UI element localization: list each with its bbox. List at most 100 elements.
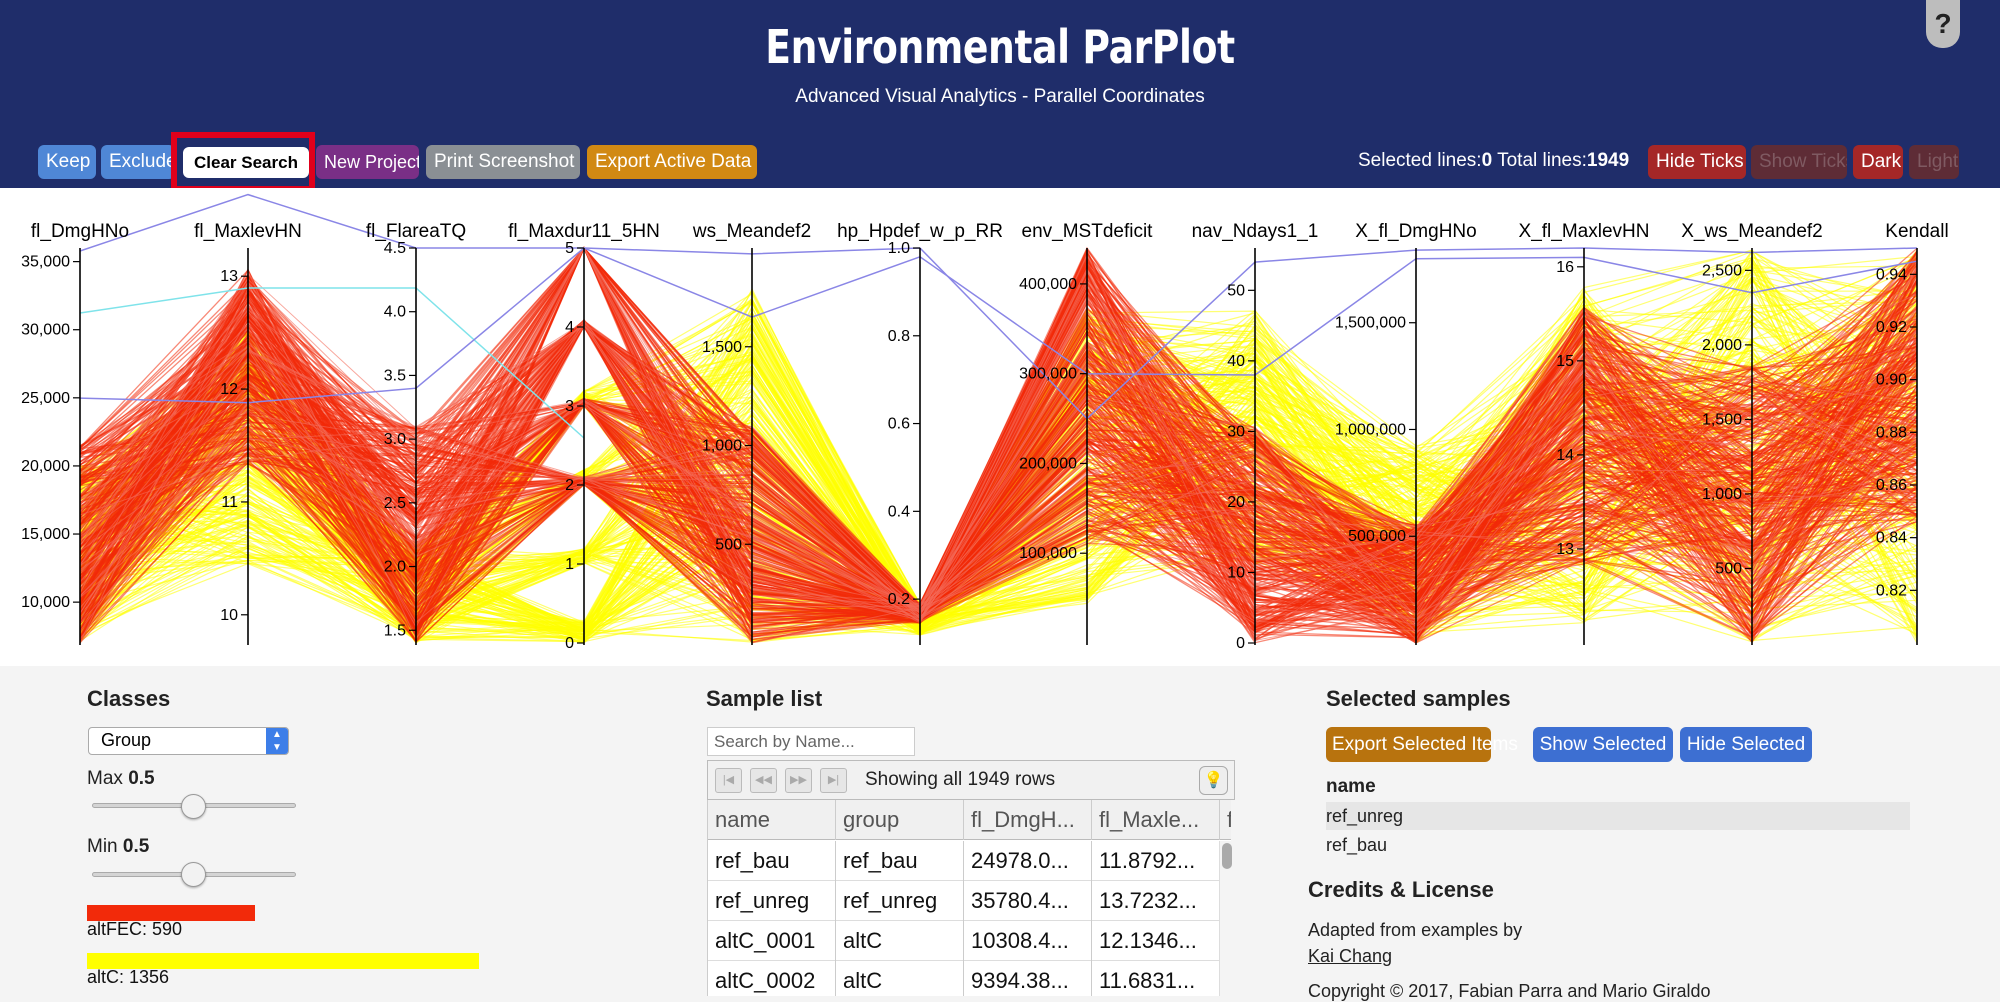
table-row[interactable]: ref_unreg ref_unreg 35780.4... 13.7232..… xyxy=(708,881,1231,921)
col-header-group[interactable]: group xyxy=(836,800,964,840)
axis-X_ws_Meandef2[interactable]: X_ws_Meandef2 500 1,000 1,500 2,000 2,500 xyxy=(1681,221,1823,645)
axis-fl_FlareaTQ[interactable]: fl_FlareaTQ 1.5 2.0 2.5 3.0 3.5 4.0 4.5 xyxy=(366,221,466,645)
cell-fl-dmghno: 10308.4... xyxy=(964,921,1092,961)
axis-label[interactable]: X_ws_Meandef2 xyxy=(1681,221,1823,242)
axis-label[interactable]: fl_MaxlevHN xyxy=(194,221,302,242)
first-page-icon[interactable]: |◀ xyxy=(715,768,742,793)
tick-label: 1,000,000 xyxy=(1335,421,1406,438)
axis-label[interactable]: fl_FlareaTQ xyxy=(366,221,466,242)
prev-page-icon[interactable]: ◀◀ xyxy=(750,768,777,793)
sample-search-input[interactable] xyxy=(707,727,915,756)
app-title: Environmental ParPlot xyxy=(765,20,1235,74)
show-ticks-button[interactable]: Show Ticks xyxy=(1751,145,1847,179)
tick-label: 1,500 xyxy=(1702,411,1742,428)
next-page-icon[interactable]: ▶▶ xyxy=(785,768,812,793)
class-bar-altc xyxy=(87,953,479,969)
exclude-button[interactable]: Exclude xyxy=(101,145,175,179)
table-row[interactable]: altC_0001 altC 10308.4... 12.1346... xyxy=(708,921,1231,961)
export-selected-button[interactable]: Export Selected Items xyxy=(1326,727,1518,762)
axis-label[interactable]: X_fl_DmgHNo xyxy=(1355,221,1476,242)
tick-label: 500 xyxy=(715,536,742,553)
tick-label: 1 xyxy=(565,556,574,573)
tick-label: 0.6 xyxy=(888,416,910,433)
axis-nav_Ndays1_1[interactable]: nav_Ndays1_1 0 10 20 30 40 50 xyxy=(1192,221,1319,652)
axis-X_fl_MaxlevHN[interactable]: X_fl_MaxlevHN 13 14 15 16 xyxy=(1519,221,1650,645)
tick-label: 2.0 xyxy=(384,559,406,576)
class-group-select[interactable]: Group ▲ ▼ xyxy=(88,727,289,755)
axis-label[interactable]: X_fl_MaxlevHN xyxy=(1519,221,1650,242)
app-header: Environmental ParPlot Advanced Visual An… xyxy=(0,0,2000,192)
tick-label: 0 xyxy=(1236,635,1245,652)
help-button[interactable]: ? xyxy=(1926,0,1960,48)
min-slider-thumb[interactable] xyxy=(181,862,206,887)
col-header-fl-maxlevhn[interactable]: fl_Maxle... xyxy=(1092,800,1220,840)
tick-label: 0.90 xyxy=(1876,372,1907,389)
tick-label: 15,000 xyxy=(21,526,70,543)
cell-fl-maxlevhn: 11.8792... xyxy=(1092,841,1220,881)
parallel-coordinates-plot[interactable]: fl_DmgHNo 10,000 15,000 20,000 25,000 30,000 3… xyxy=(0,188,2000,666)
new-project-button[interactable]: New Project xyxy=(316,145,419,179)
max-value: 0.5 xyxy=(128,768,155,789)
credits-text: Adapted from examples by xyxy=(1308,920,1523,940)
show-selected-button[interactable]: Show Selected xyxy=(1533,727,1673,762)
last-page-icon[interactable]: ▶| xyxy=(820,768,847,793)
col-header-name[interactable]: name xyxy=(708,800,836,840)
max-label: Max xyxy=(87,768,123,789)
tick-label: 30 xyxy=(1227,423,1245,440)
axis-label[interactable]: fl_DmgHNo xyxy=(31,221,129,242)
credits-author-link[interactable]: Kai Chang xyxy=(1308,946,1393,966)
tick-label: 2.5 xyxy=(384,495,406,512)
class-label-altfec: altFEC: 590 xyxy=(87,919,183,939)
tick-label: 0.8 xyxy=(888,328,910,345)
selected-samples-title: Selected samples xyxy=(1326,686,1511,711)
cell-group: ref_unreg xyxy=(836,881,964,921)
parallel-coordinates-svg[interactable]: fl_DmgHNo 10,000 15,000 20,000 25,000 30,000 3… xyxy=(0,188,2000,666)
axis-X_fl_DmgHNo[interactable]: X_fl_DmgHNo 500,000 1,000,000 1,500,000 xyxy=(1335,221,1477,645)
total-lines-label: Total lines: xyxy=(1497,150,1587,171)
dark-theme-button[interactable]: Dark xyxy=(1853,145,1903,179)
class-label-altc: altC: 1356 xyxy=(87,967,170,987)
keep-button[interactable]: Keep xyxy=(38,145,96,179)
grid-scrollbar[interactable] xyxy=(1219,841,1233,996)
clear-search-button[interactable]: Clear Search xyxy=(183,147,309,178)
hide-ticks-button[interactable]: Hide Ticks xyxy=(1648,145,1746,179)
table-row[interactable]: altC_0002 altC 9394.38... 11.6831... xyxy=(708,961,1231,996)
hide-selected-button[interactable]: Hide Selected xyxy=(1680,727,1812,762)
selected-item[interactable]: ref_bau xyxy=(1326,835,1388,855)
light-theme-button[interactable]: Light xyxy=(1909,145,1959,179)
axis-fl_Maxdur11_5HN[interactable]: fl_Maxdur11_5HN 0 1 2 3 4 5 xyxy=(508,221,660,652)
col-header-next[interactable]: f xyxy=(1220,800,1231,840)
lightbulb-icon[interactable]: 💡 xyxy=(1199,766,1228,795)
tick-label: 1,500 xyxy=(702,339,742,356)
cell-group: ref_bau xyxy=(836,841,964,881)
cell-fl-maxlevhn: 13.7232... xyxy=(1092,881,1220,921)
axis-label[interactable]: nav_Ndays1_1 xyxy=(1192,221,1319,242)
tick-label: 300,000 xyxy=(1019,366,1077,383)
grid-scroll-thumb[interactable] xyxy=(1222,843,1232,869)
print-screenshot-button[interactable]: Print Screenshot xyxy=(426,145,580,179)
axis-label[interactable]: env_MSTdeficit xyxy=(1022,221,1154,242)
selected-item[interactable]: ref_unreg xyxy=(1326,802,1910,830)
tick-label: 1.0 xyxy=(888,240,910,257)
tick-label: 0.4 xyxy=(888,503,910,520)
table-row[interactable]: ref_bau ref_bau 24978.0... 11.8792... xyxy=(708,841,1231,881)
tick-label: 1.5 xyxy=(384,622,406,639)
tick-label: 0.94 xyxy=(1876,266,1907,283)
axis-fl_DmgHNo[interactable]: fl_DmgHNo 10,000 15,000 20,000 25,000 30,000 3… xyxy=(21,221,129,645)
max-slider-thumb[interactable] xyxy=(181,794,206,819)
tick-label: 1,000 xyxy=(1702,486,1742,503)
copyright-text: Copyright © 2017, Fabian Parra and Mario… xyxy=(1308,981,1711,1001)
axis-fl_MaxlevHN[interactable]: fl_MaxlevHN 10 11 12 13 xyxy=(194,221,302,645)
col-header-fl-dmghno[interactable]: fl_DmgH... xyxy=(964,800,1092,840)
classes-title: Classes xyxy=(87,686,171,711)
export-active-data-button[interactable]: Export Active Data xyxy=(587,145,757,179)
axis-label[interactable]: ws_Meandef2 xyxy=(692,221,811,242)
axis-label[interactable]: fl_Maxdur11_5HN xyxy=(508,221,660,242)
axis-Kendall[interactable]: Kendall 0.82 0.84 0.86 0.88 0.90 0.92 0.94 xyxy=(1876,221,1949,645)
axis-ws_Meandef2[interactable]: ws_Meandef2 500 1,000 1,500 xyxy=(692,221,811,645)
axis-label[interactable]: hp_Hpdef_w_p_RR xyxy=(837,221,1003,242)
tick-label: 0.2 xyxy=(888,591,910,608)
axis-label[interactable]: Kendall xyxy=(1885,221,1948,242)
axis-env_MSTdeficit[interactable]: env_MSTdeficit 100,000 200,000 300,000 400,0… xyxy=(1019,221,1153,645)
axis-hp_Hpdef_w_p_RR[interactable]: hp_Hpdef_w_p_RR 0.2 0.4 0.6 0.8 1.0 xyxy=(837,221,1003,645)
